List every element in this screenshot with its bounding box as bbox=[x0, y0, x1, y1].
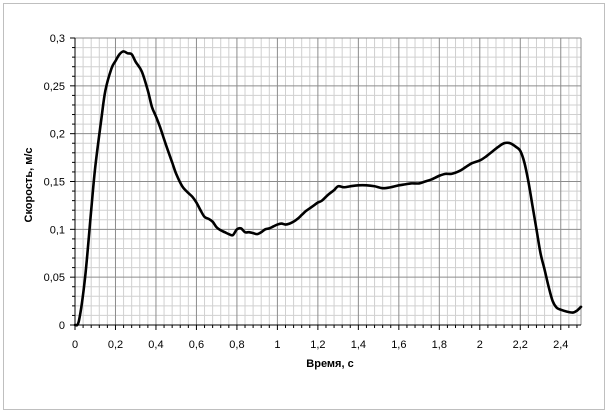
y-tick-label: 0,05 bbox=[44, 272, 65, 284]
series-layer bbox=[73, 50, 583, 327]
x-tick-label: 1,8 bbox=[432, 339, 447, 351]
x-tick-label: 0,4 bbox=[148, 339, 163, 351]
y-tick-label: 0,1 bbox=[50, 224, 65, 236]
axes bbox=[70, 37, 581, 330]
x-tick-label: 2,2 bbox=[513, 339, 528, 351]
x-tick-label: 1 bbox=[274, 339, 280, 351]
y-tick-label: 0 bbox=[59, 320, 65, 332]
chart-frame bbox=[3, 3, 605, 410]
x-tick-label: 1,2 bbox=[310, 339, 325, 351]
x-tick-label: 2 bbox=[477, 339, 483, 351]
y-tick-label: 0,2 bbox=[50, 129, 65, 141]
y-tick-label: 0,25 bbox=[44, 81, 65, 93]
x-tick-label: 0,2 bbox=[108, 339, 123, 351]
x-tick-label: 0,6 bbox=[189, 339, 204, 351]
y-tick-label: 0,3 bbox=[50, 33, 65, 45]
x-tick-label: 0 bbox=[72, 339, 78, 351]
tick-labels: 0 0,2 0,4 0,6 0,8 1 1,2 1,4 1,6 1,8 2 2,2 2,4 0 0,05 0,… bbox=[44, 33, 569, 351]
y-axis-title: Скорость, м/с bbox=[23, 147, 35, 222]
x-axis-title: Время, с bbox=[306, 358, 353, 370]
y-tick-label: 0,15 bbox=[44, 177, 65, 189]
grid bbox=[75, 37, 582, 325]
series-line bbox=[73, 50, 583, 327]
x-tick-label: 2,4 bbox=[553, 339, 568, 351]
x-tick-label: 1,4 bbox=[351, 339, 366, 351]
x-tick-label: 0,8 bbox=[229, 339, 244, 351]
x-tick-label: 1,6 bbox=[391, 339, 406, 351]
